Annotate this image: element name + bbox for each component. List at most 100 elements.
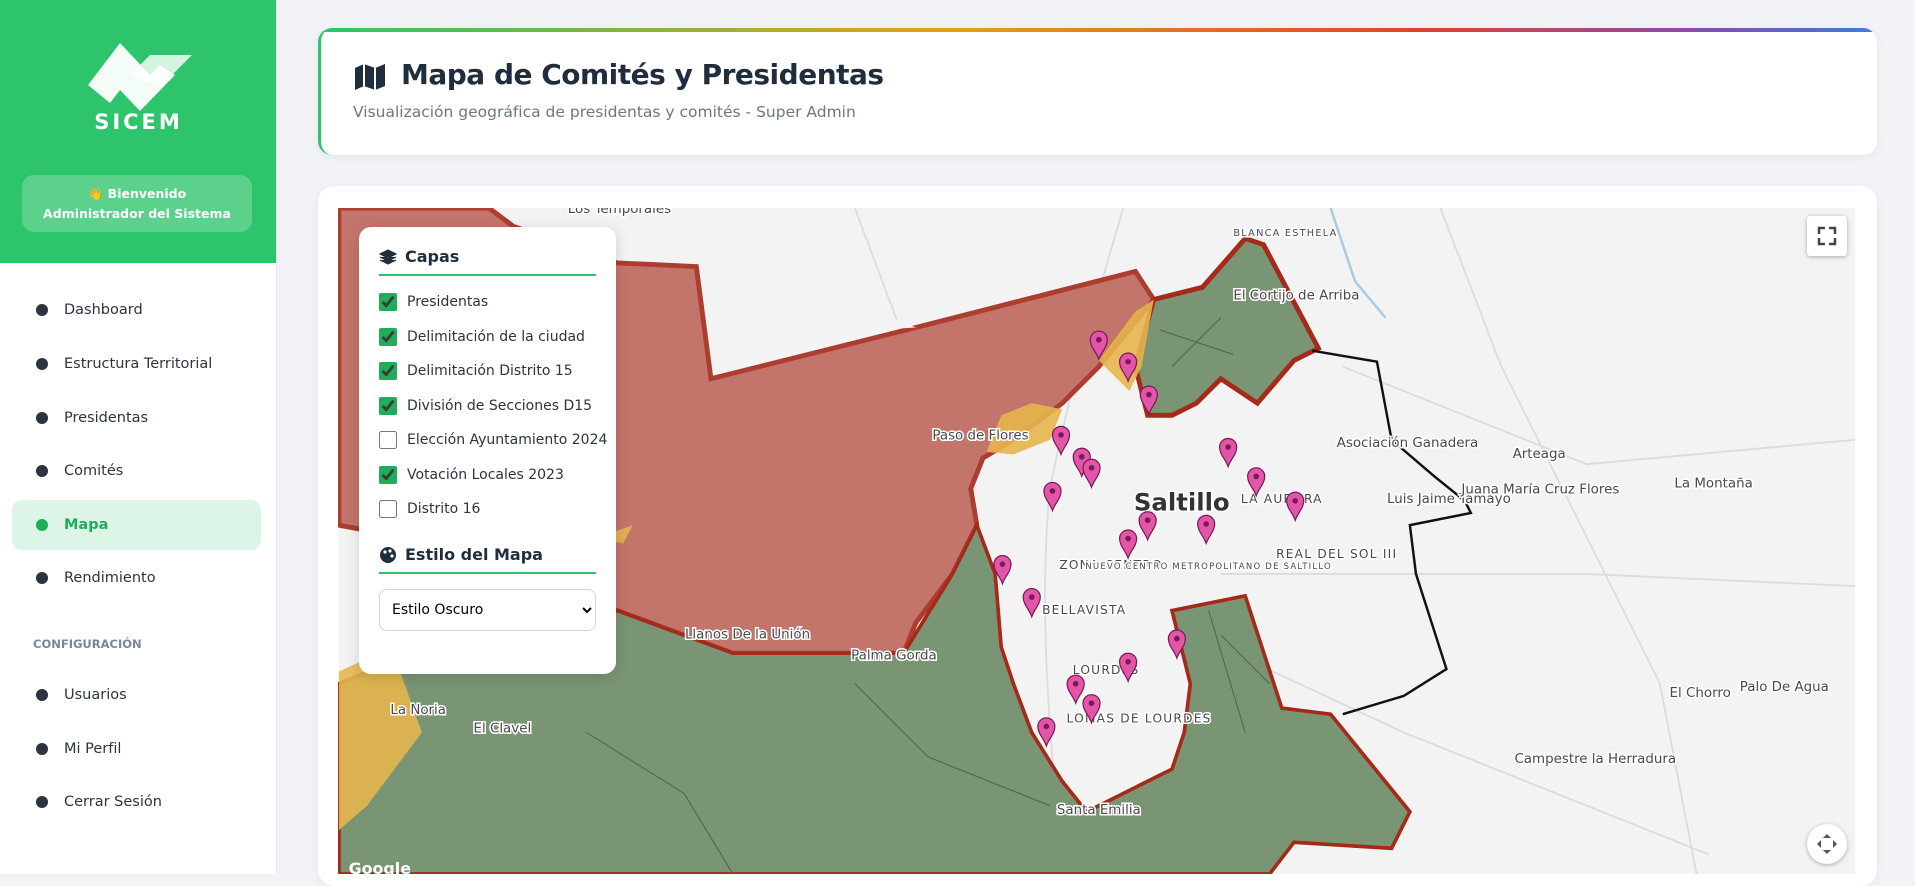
pin-shape — [1139, 385, 1158, 417]
pin[interactable] — [1066, 674, 1085, 706]
pin[interactable] — [1022, 587, 1041, 619]
pin[interactable] — [1037, 717, 1056, 748]
pin[interactable] — [993, 555, 1012, 586]
layer-checkbox[interactable] — [379, 465, 397, 484]
place-label: Santa Emilia — [1057, 803, 1141, 818]
pin[interactable] — [1139, 385, 1158, 417]
pin-shape — [1286, 491, 1305, 523]
pin-dot — [1125, 535, 1131, 542]
pin-dot — [1125, 358, 1131, 365]
place-label: BELLAVISTA — [1042, 603, 1126, 617]
pin-dot — [1144, 517, 1151, 524]
camera-control[interactable] — [1807, 824, 1847, 864]
pin[interactable] — [1118, 529, 1138, 561]
place-label: Luis Jaime Tamayo — [1387, 492, 1511, 507]
place-label: El Cortijo de Arriba — [1233, 288, 1359, 303]
menu-icon — [36, 796, 48, 808]
menu-item[interactable]: Dashboard — [12, 285, 261, 335]
icon-shape — [36, 743, 48, 755]
layer-label: Votación Locales 2023 — [407, 466, 564, 483]
map-icon — [355, 64, 385, 90]
pin[interactable] — [1082, 694, 1101, 725]
place-label: NUEVO CENTRO METROPOLITANO DE SALTILLO — [1085, 562, 1332, 572]
panel-title: Capas — [405, 247, 460, 266]
pins — [993, 330, 1305, 748]
pin[interactable] — [1118, 652, 1138, 684]
brand: SICEM — [94, 110, 183, 134]
layer-label: Delimitación Distrito 15 — [407, 363, 573, 379]
menu-item[interactable]: Mi Perfil — [12, 724, 261, 774]
pin-dot — [1028, 594, 1035, 600]
pin[interactable] — [1089, 330, 1108, 362]
pin[interactable] — [1118, 352, 1138, 384]
icon-shape — [36, 304, 48, 316]
menu-item[interactable]: Mapa — [12, 500, 261, 550]
pin-dot — [1049, 488, 1056, 494]
fullscreen-button[interactable] — [1807, 216, 1847, 256]
pin-shape — [1043, 481, 1062, 513]
place-label: Juana María Cruz Flores — [1460, 481, 1619, 497]
pin[interactable] — [1051, 425, 1071, 457]
page-title: Mapa de Comités y Presidentas — [401, 58, 884, 91]
pin[interactable] — [1286, 491, 1305, 523]
icon-shape — [36, 796, 48, 808]
layer-checkbox[interactable] — [379, 293, 397, 311]
menu-item[interactable]: Usuarios — [12, 670, 261, 720]
layer-label: Presidentas — [407, 294, 489, 310]
layer-checkbox[interactable] — [379, 431, 397, 449]
pin-dot — [1253, 473, 1259, 480]
menu-icon — [36, 519, 48, 531]
place-label: La Noria — [390, 703, 446, 718]
camera-icon — [1817, 834, 1837, 854]
layer-option: Delimitación Distrito 15 — [379, 362, 573, 380]
layers-panel: Capas Presidentas Delimitación de la ciud… — [359, 227, 616, 674]
layer-checkbox[interactable] — [379, 396, 397, 415]
menu-item[interactable]: Cerrar Sesión — [12, 777, 261, 827]
layer-label: División de Secciones D15 — [407, 397, 593, 414]
pin[interactable] — [1167, 629, 1187, 661]
icon-shape — [36, 465, 48, 477]
menu-item[interactable]: Rendimiento — [12, 553, 261, 603]
layer-option: Elección Ayuntamiento 2024 — [379, 431, 607, 449]
pin[interactable] — [1082, 458, 1101, 490]
pin-dot — [1043, 723, 1050, 730]
style-select[interactable]: Estilo Oscuro — [379, 589, 596, 631]
menu-item[interactable]: Estructura Territorial — [12, 339, 261, 389]
pin[interactable] — [1247, 467, 1266, 498]
pin-dot — [1058, 432, 1064, 438]
logo — [88, 43, 192, 111]
menu-label: Usuarios — [64, 687, 127, 703]
menu-icon — [36, 743, 48, 755]
menu-label: Presidentas — [64, 410, 149, 426]
menu-item[interactable]: Presidentas — [12, 393, 261, 443]
pin-shape — [1082, 458, 1101, 490]
layer-checkbox[interactable] — [379, 500, 397, 518]
layer-option: Distrito 16 — [379, 500, 480, 518]
pin[interactable] — [1043, 481, 1062, 513]
pin-dot — [1078, 454, 1085, 460]
place-label: La Montaña — [1674, 476, 1752, 491]
menu-icon — [36, 465, 48, 477]
pin-shape — [1118, 352, 1138, 384]
layer-label: Delimitación de la ciudad — [407, 328, 585, 345]
palette-icon — [380, 546, 396, 563]
place-label: Palo De Agua — [1740, 680, 1829, 695]
menu-icon — [36, 689, 48, 701]
pin[interactable] — [1218, 437, 1238, 469]
pin-shape — [993, 555, 1012, 586]
layer-label: Distrito 16 — [407, 501, 481, 517]
pin-dot — [1146, 391, 1152, 398]
layer-checkbox[interactable] — [379, 362, 397, 380]
menu-icon — [36, 358, 48, 370]
pin[interactable] — [1197, 514, 1216, 546]
fullscreen-icon — [1817, 226, 1837, 246]
layer-checkbox[interactable] — [379, 327, 397, 346]
place-label: REAL DEL SOL III — [1276, 547, 1397, 561]
layer-label: Elección Ayuntamiento 2024 — [407, 432, 608, 448]
layer-option: Presidentas — [379, 293, 488, 311]
panel-title: Estilo del Mapa — [405, 545, 543, 564]
pin[interactable] — [1138, 511, 1157, 542]
layer-option: Delimitación de la ciudad — [379, 327, 585, 346]
menu-item[interactable]: Comités — [12, 446, 261, 496]
